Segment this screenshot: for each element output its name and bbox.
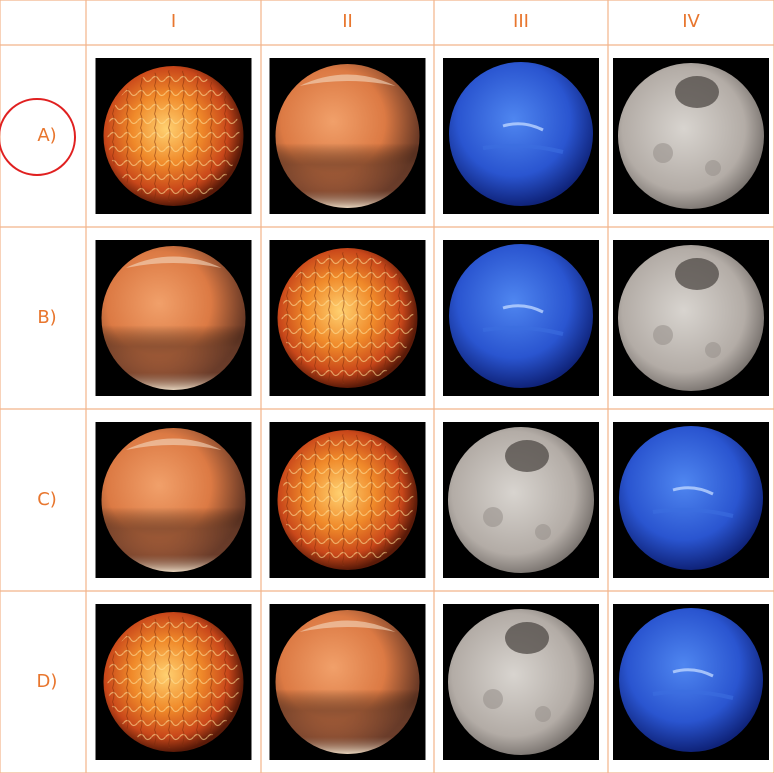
answer-circle (0, 98, 76, 176)
planet-image (613, 58, 769, 214)
planet-image (269, 58, 426, 214)
planet-image (269, 240, 426, 396)
planet-image (269, 422, 426, 578)
planet-image (269, 604, 426, 760)
planet-image (613, 240, 769, 396)
planet-image (95, 422, 252, 578)
column-header: I (171, 11, 176, 32)
planet-image (443, 58, 599, 214)
column-header: II (342, 11, 353, 32)
row-label: A) (37, 125, 56, 146)
row-label: B) (37, 307, 56, 328)
column-header: IV (682, 11, 700, 32)
planet-image (443, 240, 599, 396)
planet-image (443, 422, 599, 578)
column-header: III (513, 11, 529, 32)
row-label: C) (37, 489, 57, 510)
planet-image (613, 422, 769, 578)
planet-image (95, 604, 252, 760)
planet-image (95, 240, 252, 396)
planet-image (613, 604, 769, 760)
planet-image (95, 58, 252, 214)
planet-image (443, 604, 599, 760)
row-label: D) (37, 671, 58, 692)
